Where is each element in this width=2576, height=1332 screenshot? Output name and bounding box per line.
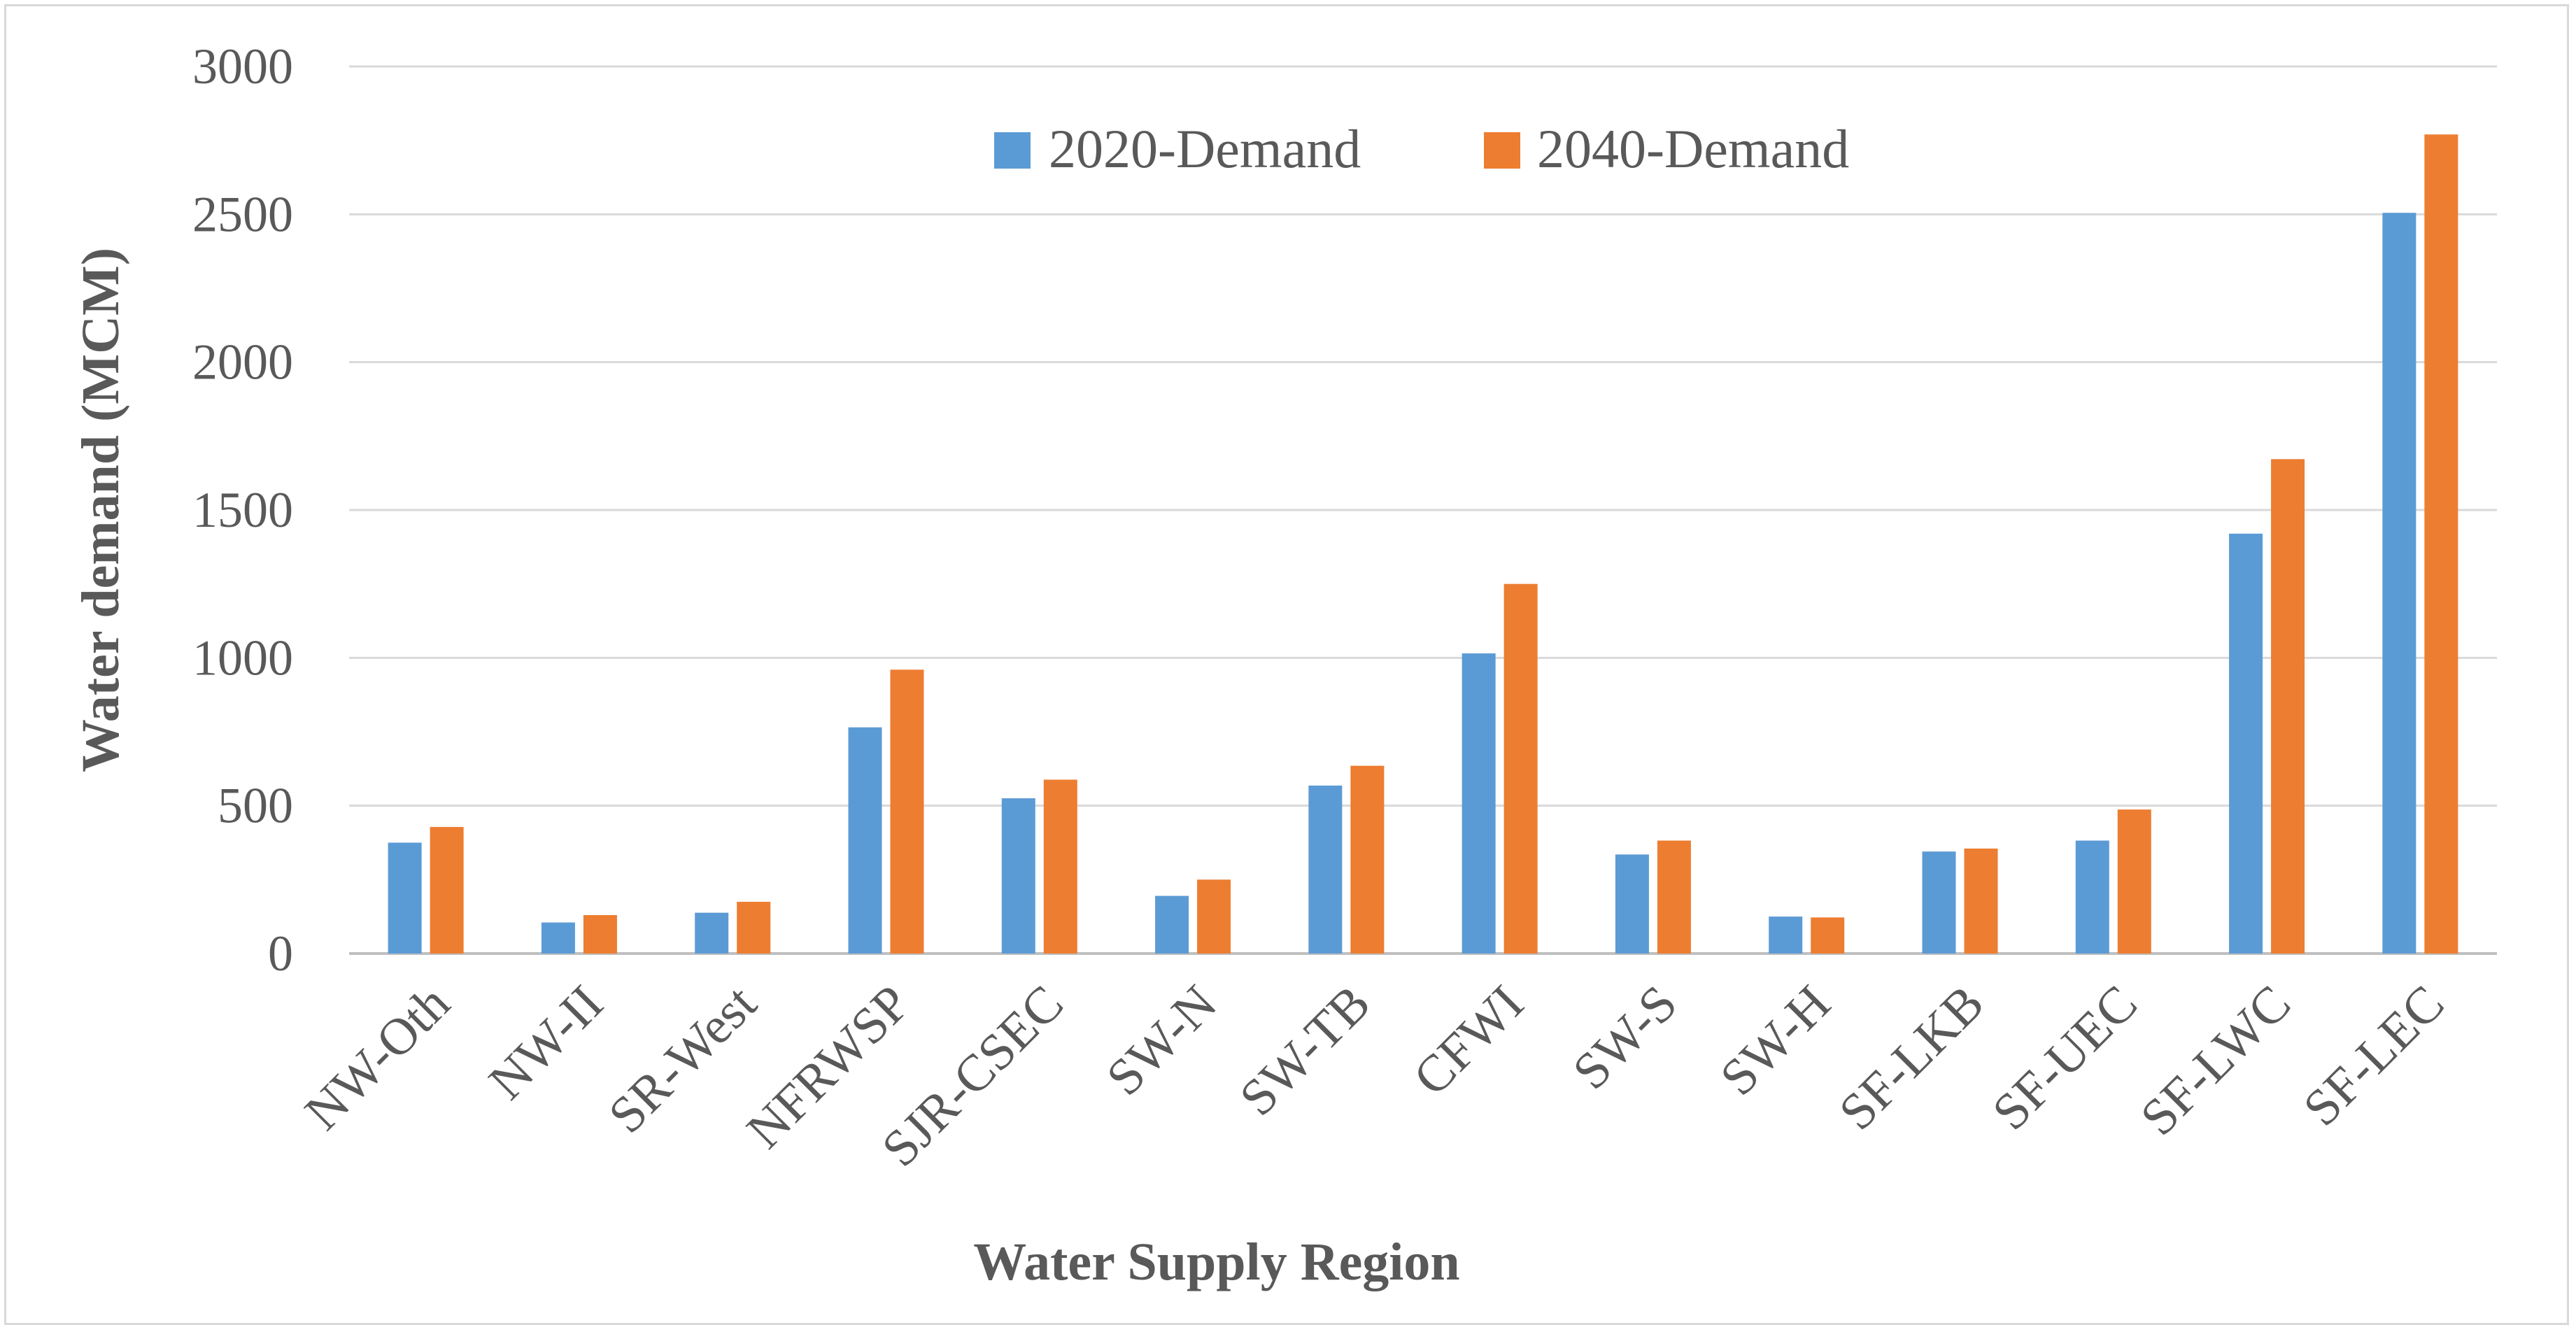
legend-label: 2020-Demand: [1049, 118, 1361, 179]
bar-2040-demand-sf-lec: [2424, 134, 2458, 954]
bar-2020-demand-sjr-csec: [1001, 798, 1035, 954]
bar-2040-demand-sw-n: [1197, 879, 1231, 954]
bar-2040-demand-sr-west: [737, 902, 771, 954]
bar-2020-demand-sf-lec: [2382, 213, 2416, 954]
bar-2040-demand-sjr-csec: [1043, 779, 1077, 954]
bar-2020-demand-sf-lkb: [1922, 851, 1956, 954]
gridlines: [349, 65, 2497, 955]
bar-2040-demand-sw-tb: [1350, 765, 1385, 954]
bar-2040-demand-nw-oth: [430, 827, 464, 954]
y-tick-label: 500: [218, 778, 293, 834]
x-axis-title: Water Supply Region: [973, 1233, 1459, 1291]
bar-2020-demand-sf-uec: [2075, 840, 2109, 954]
bar-2020-demand-nfrwsp: [848, 727, 882, 954]
bar-chart: 0 500 1000 1500 2000 2500 3000 NW-Oth NW-IISR-W…: [71, 38, 2497, 1291]
bar-2020-demand-sf-lwc: [2229, 533, 2263, 954]
bar-2020-demand-sr-west: [695, 912, 729, 954]
bar-2040-demand-cfwi: [1503, 583, 1538, 954]
legend-swatch: [994, 132, 1031, 169]
x-tick-label: SF-LKB: [1828, 975, 1995, 1141]
legend-label: 2040-Demand: [1537, 118, 1849, 179]
bars: [388, 134, 2458, 954]
bar-2020-demand-nw-ii: [541, 922, 575, 954]
y-axis-title: Water demand (MCM): [71, 248, 130, 772]
y-tick-label: 2000: [192, 334, 293, 390]
bar-2040-demand-nfrwsp: [890, 669, 924, 954]
chart-frame: 0 500 1000 1500 2000 2500 3000 NW-Oth NW-II SR-W…: [4, 4, 2569, 1325]
bar-2040-demand-sf-uec: [2117, 809, 2151, 954]
x-tick-label: CFWI: [1403, 975, 1535, 1107]
x-tick-label: SF-LEC: [2293, 975, 2455, 1137]
x-tick-label: SW-N: [1096, 975, 1228, 1107]
x-tick-label: NW-II: [478, 975, 614, 1111]
x-tick-label: NW-Oth: [294, 975, 460, 1141]
x-tick-label: SW-TB: [1229, 975, 1382, 1127]
bar-2020-demand-cfwi: [1462, 653, 1496, 954]
y-tick-label: 1000: [192, 630, 293, 686]
y-tick-labels: 0 500 1000 1500 2000 2500 3000: [192, 38, 293, 982]
x-tick-label: SF-LWC: [2130, 975, 2302, 1147]
bar-2020-demand-sw-tb: [1308, 785, 1343, 954]
x-tick-label: SF-UEC: [1982, 975, 2149, 1141]
bar-2020-demand-nw-oth: [388, 842, 422, 954]
bar-2040-demand-sw-s: [1657, 840, 1691, 954]
bar-2020-demand-sw-n: [1155, 895, 1189, 954]
bar-2020-demand-sw-h: [1769, 916, 1803, 954]
legend-swatch: [1484, 132, 1520, 169]
y-tick-label: 3000: [192, 38, 293, 94]
bar-2040-demand-sw-h: [1811, 917, 1845, 954]
y-tick-label: 2500: [192, 186, 293, 242]
bar-2040-demand-sf-lkb: [1964, 848, 1998, 954]
x-tick-label: SW-S: [1562, 975, 1688, 1100]
y-tick-label: 0: [268, 926, 293, 982]
legend: 2020-Demand 2040-Demand: [994, 118, 1849, 179]
x-tick-label: SW-H: [1709, 975, 1841, 1107]
y-tick-label: 1500: [192, 482, 293, 538]
bar-2020-demand-sw-s: [1615, 854, 1649, 954]
bar-2040-demand-nw-ii: [583, 915, 617, 954]
bar-2040-demand-sf-lwc: [2271, 459, 2305, 954]
